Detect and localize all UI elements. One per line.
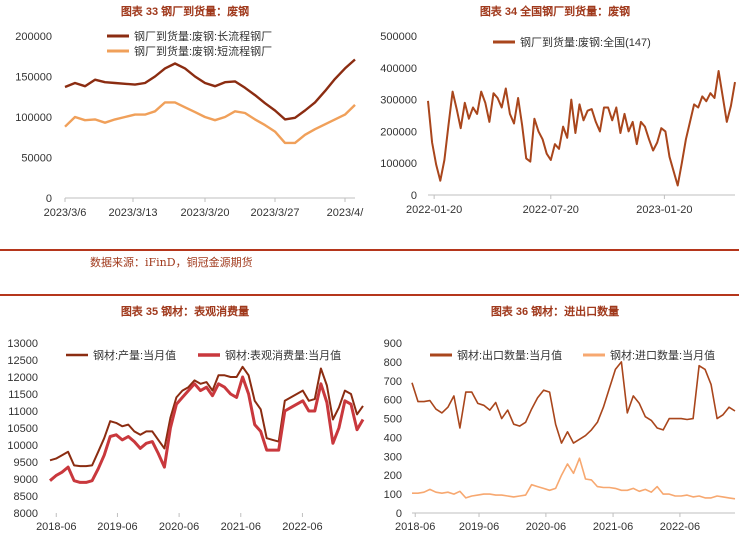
legend-label: 钢材:产量:当月值 xyxy=(93,348,176,362)
x-tick-label: 2023/3/20 xyxy=(181,207,230,219)
legend-label: 钢厂到货量:废钢:短流程钢厂 xyxy=(134,44,272,58)
y-tick-label: 150000 xyxy=(15,72,52,84)
legend-label: 钢厂到货量:废钢:全国(147) xyxy=(520,35,651,49)
y-tick-label: 11000 xyxy=(8,406,38,418)
y-tick-label: 200000 xyxy=(380,126,417,138)
y-tick-label: 400 xyxy=(384,432,402,444)
x-tick-label: 2020-06 xyxy=(526,521,566,533)
chart-33-title: 图表 33 钢厂到货量：废钢 xyxy=(120,6,250,18)
legend-label: 钢材:出口数量:当月值 xyxy=(457,348,562,362)
series-line-0 xyxy=(49,365,364,468)
series-line-0 xyxy=(411,361,736,444)
y-tick-label: 100000 xyxy=(15,112,52,124)
x-tick-label: 2022-07-20 xyxy=(523,204,579,216)
y-tick-label: 10500 xyxy=(7,423,38,435)
x-tick-label: 2023/3/13 xyxy=(109,207,158,219)
y-tick-label: 0 xyxy=(46,193,52,205)
y-tick-label: 0 xyxy=(396,508,402,520)
x-tick-label: 2023/4/ xyxy=(327,207,365,219)
y-tick-label: 8500 xyxy=(14,491,38,503)
chart-35-title: 图表 35 钢材：表观消费量 xyxy=(120,306,250,318)
y-tick-label: 10000 xyxy=(7,440,38,452)
divider-top xyxy=(0,249,739,251)
y-tick-label: 12500 xyxy=(7,355,38,367)
y-tick-label: 500000 xyxy=(380,31,417,43)
source-note: 数据来源：iFinD，铜冠金源期货 xyxy=(90,256,253,269)
series-line-1 xyxy=(64,101,356,145)
x-tick-label: 2022-01-20 xyxy=(406,204,462,216)
y-tick-label: 11500 xyxy=(8,389,38,401)
series-line-1 xyxy=(49,375,365,484)
divider-bottom xyxy=(0,294,739,296)
x-tick-label: 2023/3/27 xyxy=(251,207,300,219)
chart-36-title: 图表 36 钢材：进出口数量 xyxy=(490,306,620,318)
x-tick-label: 2019-06 xyxy=(97,521,137,533)
series-line-0 xyxy=(427,70,736,187)
y-tick-label: 0 xyxy=(411,190,417,202)
y-tick-label: 9000 xyxy=(14,474,38,486)
y-tick-label: 8000 xyxy=(14,508,38,520)
x-tick-label: 2020-06 xyxy=(159,521,199,533)
y-tick-label: 13000 xyxy=(7,338,38,350)
x-tick-label: 2019-06 xyxy=(459,521,499,533)
y-tick-label: 12000 xyxy=(7,372,38,384)
x-tick-label: 2018-06 xyxy=(395,521,435,533)
x-tick-label: 2021-06 xyxy=(593,521,633,533)
y-tick-label: 9500 xyxy=(14,457,38,469)
y-tick-label: 200000 xyxy=(15,31,52,43)
x-tick-label: 2022-06 xyxy=(282,521,322,533)
legend-label: 钢材:进口数量:当月值 xyxy=(610,348,715,362)
y-tick-label: 100000 xyxy=(380,158,417,170)
x-tick-label: 2023-01-20 xyxy=(636,204,692,216)
y-tick-label: 700 xyxy=(384,376,402,388)
y-tick-label: 800 xyxy=(384,357,402,369)
y-tick-label: 300 xyxy=(384,451,402,463)
x-tick-label: 2023/3/6 xyxy=(44,207,87,219)
y-tick-label: 400000 xyxy=(380,63,417,75)
x-tick-label: 2021-06 xyxy=(221,521,261,533)
chart-34-title: 图表 34 全国钢厂到货量：废钢 xyxy=(479,6,631,18)
x-tick-label: 2018-06 xyxy=(36,521,76,533)
y-tick-label: 600 xyxy=(384,395,402,407)
legend-label: 钢材:表观消费量:当月值 xyxy=(225,348,341,362)
y-tick-label: 300000 xyxy=(380,95,417,107)
x-tick-label: 2022-06 xyxy=(660,521,700,533)
series-line-0 xyxy=(64,58,356,121)
y-tick-label: 100 xyxy=(384,489,402,501)
legend-label: 钢厂到货量:废钢:长流程钢厂 xyxy=(134,29,272,43)
y-tick-label: 50000 xyxy=(21,153,52,165)
y-tick-label: 500 xyxy=(384,414,402,426)
y-tick-label: 200 xyxy=(384,470,402,482)
y-tick-label: 900 xyxy=(384,338,402,350)
series-line-1 xyxy=(412,457,736,500)
